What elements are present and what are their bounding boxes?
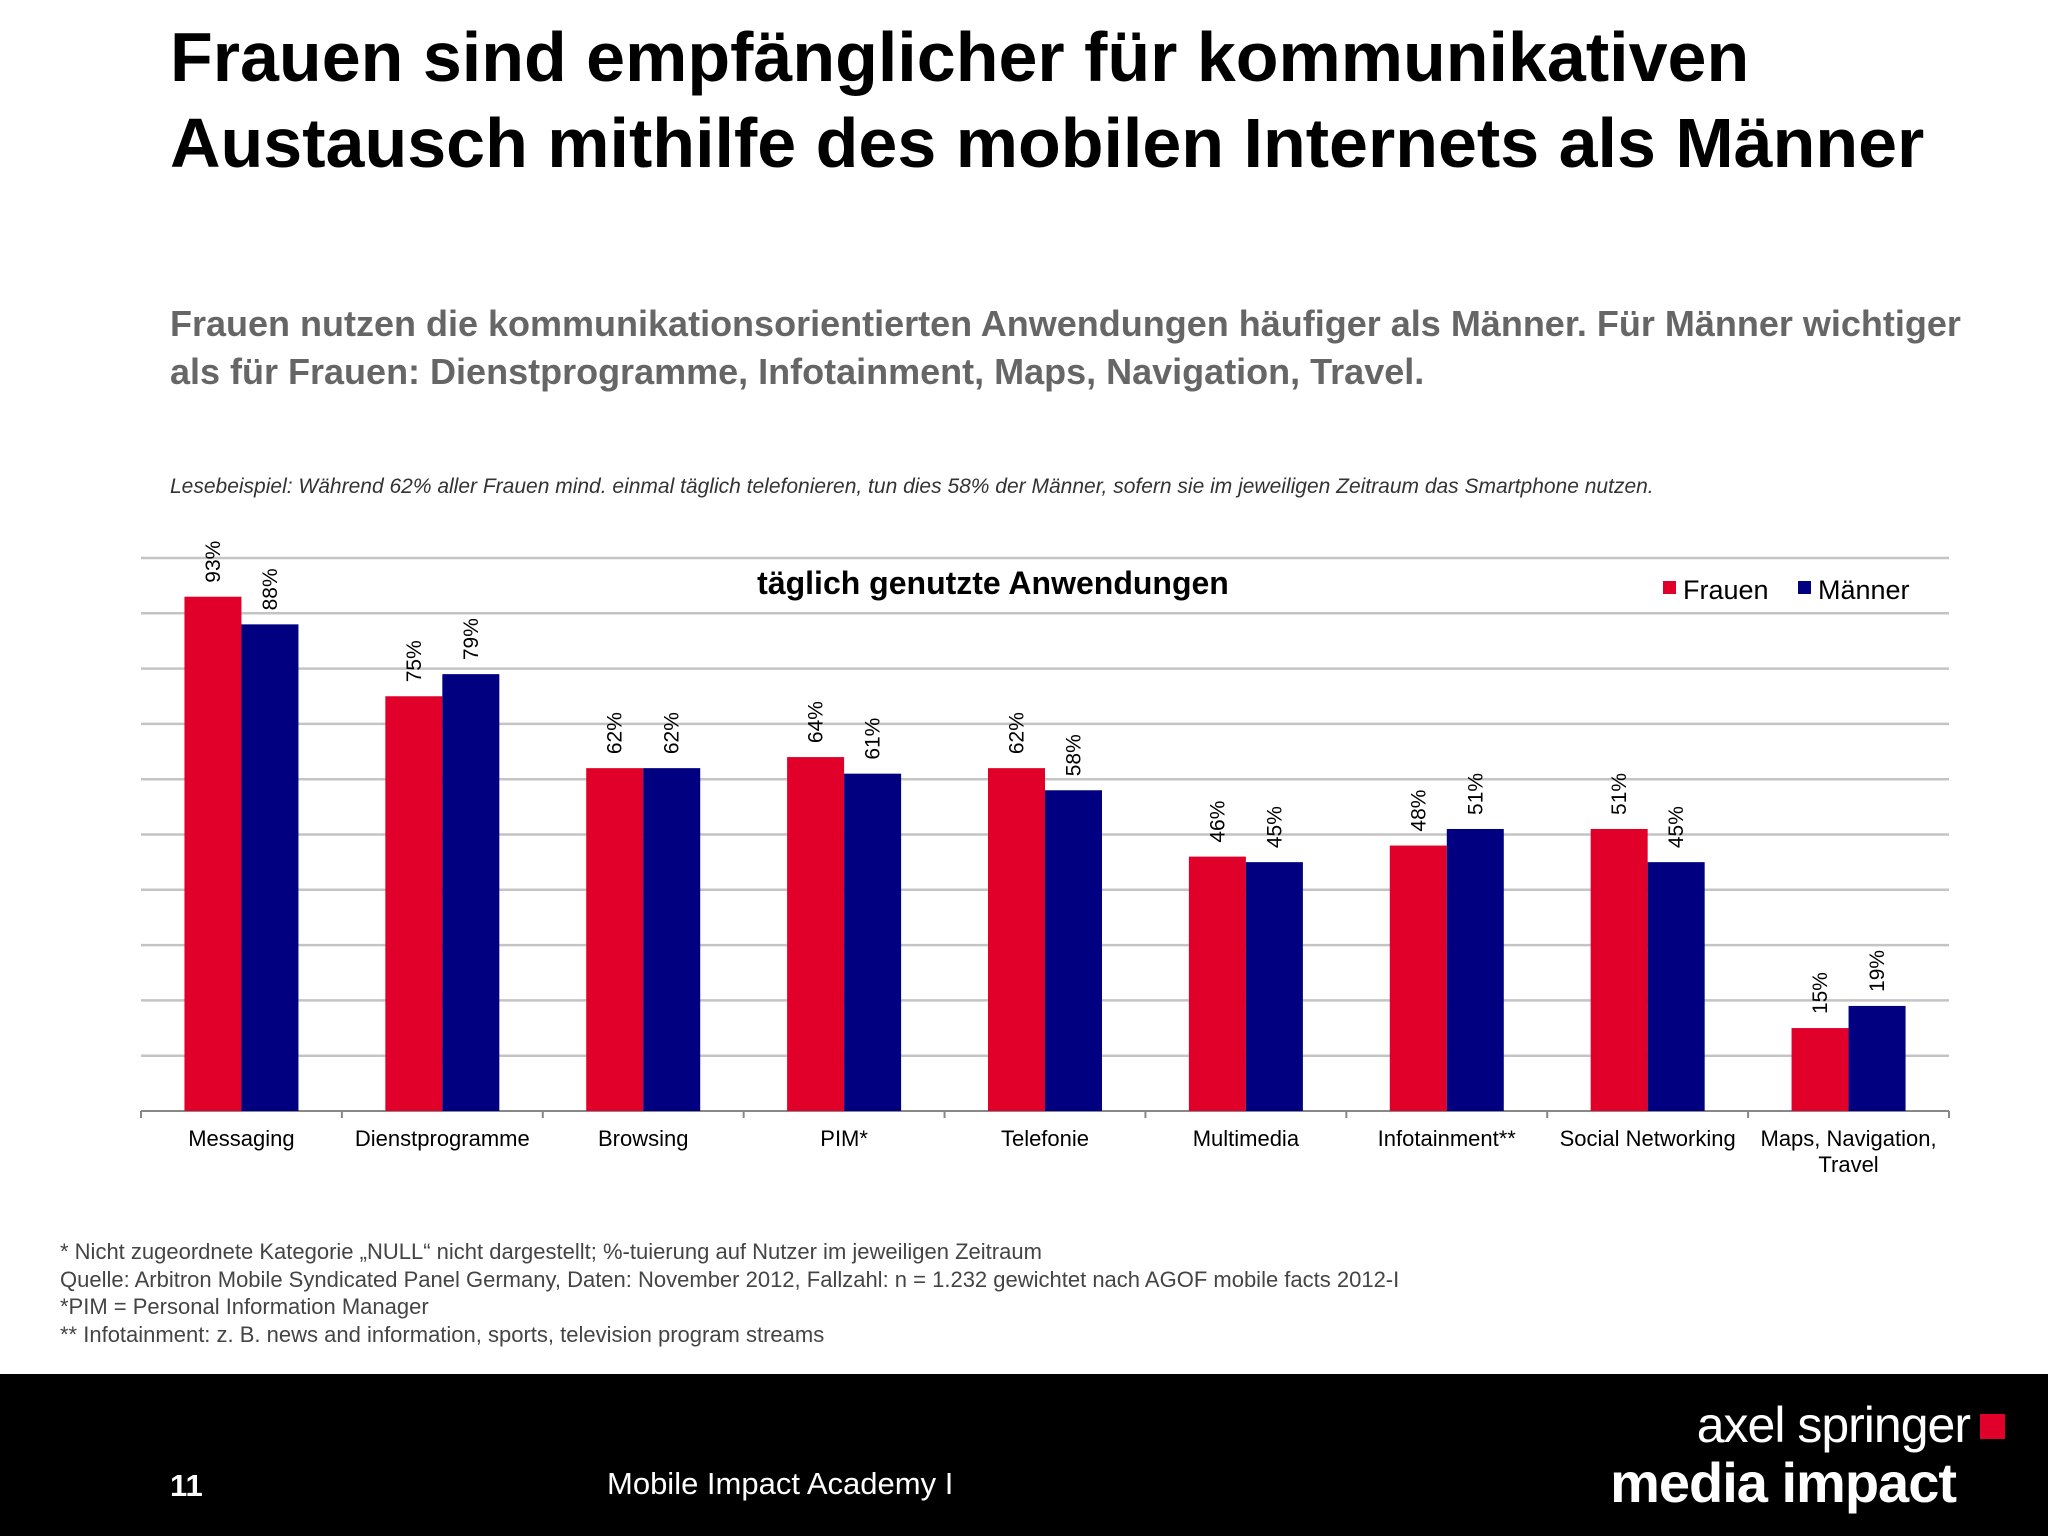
footnote: Quelle: Arbitron Mobile Syndicated Panel… <box>60 1266 1400 1292</box>
bar-frauen <box>988 768 1045 1111</box>
footnote: ** Infotainment: z. B. news and informat… <box>60 1321 825 1347</box>
bar-frauen <box>1188 856 1246 1111</box>
page-subtitle: Frauen nutzen die kommunikationsorientie… <box>170 303 1961 392</box>
logo-square-icon <box>1980 1414 2005 1439</box>
data-label: 45% <box>1665 806 1688 848</box>
bar-männer <box>1045 790 1102 1111</box>
data-label: 75% <box>403 640 426 682</box>
legend-label: Männer <box>1818 575 1910 605</box>
logo-line1: axel springer <box>1696 1397 1971 1453</box>
bar-männer <box>1848 1005 1906 1111</box>
category-labels: Messaging Dienstprogramme Browsing PIM* Tele… <box>188 1126 1936 1177</box>
data-label: 62% <box>661 712 684 754</box>
category-label: PIM* <box>820 1126 868 1151</box>
data-label: 51% <box>1608 773 1631 815</box>
footnote: * Nicht zugeordnete Kategorie „NULL“ nic… <box>60 1239 1042 1264</box>
category-label: Maps, Navigation, <box>1761 1126 1937 1151</box>
data-label: 45% <box>1263 806 1286 848</box>
data-label: 62% <box>604 712 627 754</box>
footer-text: Mobile Impact Academy I <box>607 1466 954 1501</box>
page-number: 11 <box>170 1468 203 1503</box>
category-label: Browsing <box>598 1126 688 1151</box>
bar-frauen <box>1791 1028 1849 1111</box>
chart-title: täglich genutzte Anwendungen <box>757 565 1229 601</box>
data-label: 19% <box>1866 950 1889 992</box>
bar-frauen <box>1590 828 1648 1111</box>
category-label: Dienstprogramme <box>355 1126 530 1151</box>
footer: 11 Mobile Impact Academy I axel springer… <box>0 1374 2048 1536</box>
data-label: 62% <box>1006 712 1029 754</box>
bars <box>184 596 1906 1111</box>
category-label: Telefonie <box>1001 1126 1089 1151</box>
bar-frauen <box>586 768 644 1111</box>
bar-frauen <box>184 596 242 1111</box>
category-label: Infotainment** <box>1378 1126 1517 1151</box>
footnotes: * Nicht zugeordnete Kategorie „NULL“ nic… <box>60 1238 1399 1348</box>
bar-männer <box>1245 862 1303 1111</box>
data-label: 15% <box>1809 972 1832 1014</box>
data-labels: 93% 88% 75% 79% 62% 62% 64% 61% 62% 58% 46% 45% 48% 5… <box>202 541 1889 1014</box>
legend-label: Frauen <box>1683 575 1769 605</box>
data-label: 58% <box>1063 734 1086 776</box>
category-label: Messaging <box>188 1126 294 1151</box>
category-label: Travel <box>1818 1152 1878 1177</box>
data-label: 48% <box>1407 790 1430 832</box>
bar-frauen <box>385 696 443 1111</box>
data-label: 46% <box>1206 801 1229 843</box>
bar-männer <box>643 768 701 1111</box>
category-label: Multimedia <box>1193 1126 1300 1151</box>
bar-frauen <box>787 757 845 1111</box>
legend-swatch-männer <box>1798 581 1811 594</box>
reading-example: Lesebeispiel: Während 62% aller Frauen m… <box>170 475 1654 498</box>
bar-frauen <box>1389 845 1447 1111</box>
data-label: 61% <box>862 718 885 760</box>
bar-männer <box>1647 862 1705 1111</box>
legend: Frauen Männer <box>1663 575 1910 605</box>
data-label: 64% <box>805 701 828 743</box>
data-label: 51% <box>1464 773 1487 815</box>
category-label: Social Networking <box>1560 1126 1736 1151</box>
bar-männer <box>844 773 902 1111</box>
legend-swatch-frauen <box>1663 581 1676 594</box>
data-label: 79% <box>460 618 483 660</box>
data-label: 93% <box>202 541 225 583</box>
logo-line2: media impact <box>1610 1451 1957 1514</box>
footnote: *PIM = Personal Information Manager <box>60 1294 429 1319</box>
bar-männer <box>241 624 299 1111</box>
bar-männer <box>442 674 500 1111</box>
data-label: 88% <box>259 568 282 610</box>
page-title: Frauen sind empfänglicher für kommunikat… <box>170 18 1925 182</box>
bar-chart: 93% 88% 75% 79% 62% 62% 64% 61% 62% 58% 46% 45% 48% 5… <box>140 541 1950 1177</box>
bar-männer <box>1446 828 1504 1111</box>
